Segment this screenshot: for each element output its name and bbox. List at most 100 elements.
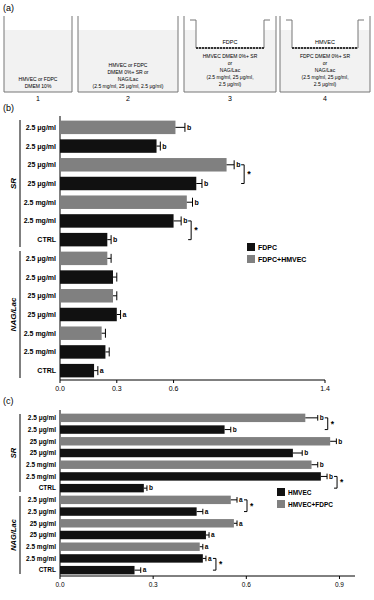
significance-letter: b <box>304 449 308 456</box>
legend-label: FDPC+HMVEC <box>258 256 306 263</box>
x-tick <box>339 576 340 579</box>
bars <box>60 121 234 378</box>
panel-label: (c) <box>3 396 14 406</box>
error-bar <box>203 556 206 562</box>
well-wall <box>78 16 178 92</box>
comparison-bracket <box>188 221 191 240</box>
medium <box>78 30 178 92</box>
significance-letter: b <box>320 414 324 421</box>
medium <box>4 30 72 92</box>
x-tick-label: 0.0 <box>55 581 64 588</box>
error-bar <box>227 160 235 169</box>
bars <box>60 414 336 575</box>
category-label: CTRL <box>39 566 56 573</box>
comparison-bracket <box>241 165 244 184</box>
category-label: 2.5 mg/ml <box>24 348 56 356</box>
significance-letter: b <box>204 180 208 187</box>
legend-swatch <box>247 255 255 263</box>
well-number: 1 <box>36 95 40 102</box>
x-axis <box>60 380 325 381</box>
well-number: 2 <box>126 95 130 102</box>
bar <box>60 542 200 550</box>
bar <box>60 214 174 227</box>
well: FDPCHMVEC DMEM 0%+ SRorNAG/Lac(2.5 mg/ml… <box>184 16 276 102</box>
bar <box>60 554 203 562</box>
well-text: DMEM 10% <box>25 83 52 89</box>
x-tick-label: 0.3 <box>149 581 158 588</box>
comparison-bracket <box>325 418 328 430</box>
bar <box>60 449 293 457</box>
well-number: 3 <box>228 95 232 102</box>
bar <box>60 195 187 208</box>
category-label: 2.5 mg/ml <box>26 473 56 481</box>
category-label: 25 μg/ml <box>30 449 57 457</box>
significance-letter: b <box>187 124 191 131</box>
category-label: 2.5 μg/ml <box>26 255 56 263</box>
significance-letter: a <box>100 367 104 374</box>
bar <box>60 496 231 504</box>
well-text: FDPC DMEM 0%+ SR <box>300 53 351 59</box>
group-label: SR <box>9 447 18 458</box>
category-label: CTRL <box>39 484 56 491</box>
error-bar <box>102 329 106 338</box>
x-tick <box>60 576 61 579</box>
error-bar <box>105 347 109 356</box>
category-label: 25 μg/ml <box>30 520 57 528</box>
error-bar <box>312 462 318 468</box>
bar <box>60 308 117 321</box>
group-bracket <box>20 120 21 247</box>
category-label: 2.5 μg/ml <box>26 143 56 151</box>
category-label: 2.5 μg/ml <box>26 124 56 132</box>
bar <box>60 177 196 190</box>
category-label: 25 μg/ml <box>28 180 56 188</box>
legend-swatch <box>247 243 255 251</box>
group-label: NAG/Lac <box>9 297 18 331</box>
category-label: 2.5 μg/ml <box>28 426 56 434</box>
legend-label: FDPC <box>258 244 277 251</box>
well-text: DMEM 0%+ SR or <box>108 69 149 75</box>
well-wall <box>4 16 72 92</box>
well-text: NAG/Lac <box>220 67 241 73</box>
group-bracket <box>20 414 21 492</box>
category-label: 25 μg/ml <box>30 438 57 446</box>
x-tick <box>246 576 247 579</box>
well-text: 2.5 μg/ml) <box>314 81 337 87</box>
x-tick-label: 0.3 <box>112 385 122 392</box>
significance-letter: a <box>123 311 127 318</box>
category-label: 2.5 mg/ml <box>26 543 56 551</box>
comparison-star: * <box>194 225 198 235</box>
x-tick <box>116 380 117 383</box>
category-label: 2.5 μg/ml <box>28 508 56 516</box>
x-tick-label: 0.9 <box>335 581 344 588</box>
error-bar <box>200 544 203 550</box>
well-text: NAG/Lac <box>118 76 139 82</box>
x-tick-label: 0.6 <box>169 385 179 392</box>
error-bar <box>225 427 231 433</box>
bar <box>60 519 234 527</box>
significance-letter: b <box>329 473 333 480</box>
well-text: NAG/Lac <box>315 67 336 73</box>
error-bar <box>157 142 161 151</box>
legend-swatch <box>277 500 285 508</box>
category-label: 2.5 mg/ml <box>24 330 56 338</box>
bar <box>60 252 107 265</box>
well-text: or <box>323 60 328 66</box>
bar <box>60 484 144 492</box>
group-bracket <box>20 251 21 378</box>
category-label: 2.5 μg/ml <box>28 496 56 504</box>
comparison-bracket <box>334 476 337 488</box>
significance-letter: b <box>183 217 187 224</box>
bar <box>60 364 94 377</box>
comparison-star: * <box>340 477 344 487</box>
well-text: (2.5 mg/ml, 25 μg/ml, <box>301 74 348 80</box>
error-bar <box>234 520 237 526</box>
comparison-star: * <box>331 419 335 429</box>
significance-letter: b <box>233 426 237 433</box>
well-number: 4 <box>323 95 327 102</box>
error-bar <box>293 450 302 456</box>
figure: (a)HMVEC or FDPCDMEM 10%1HMVEC or FDPCDM… <box>0 0 374 600</box>
group-label: NAG/Lac <box>9 518 18 551</box>
significance-letter: b <box>149 484 153 491</box>
significance-letter: b <box>320 461 324 468</box>
insert <box>190 20 270 48</box>
